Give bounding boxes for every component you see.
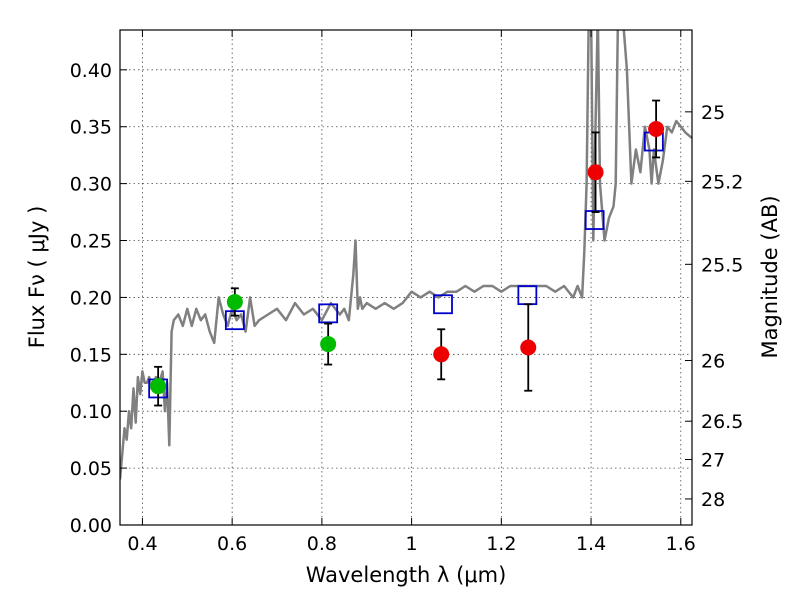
model-spectrum-line bbox=[120, 30, 692, 480]
y-tick-label: 0.10 bbox=[70, 401, 112, 423]
x-tick-label: 0.8 bbox=[307, 533, 337, 555]
y-tick-label: 0.05 bbox=[70, 458, 112, 480]
y-tick-label: 0.00 bbox=[70, 515, 112, 537]
y-tick-label: 0.30 bbox=[70, 174, 112, 196]
x-tick-label: 1 bbox=[406, 533, 418, 555]
detection-marker-red bbox=[520, 339, 537, 356]
y-tick-label: 0.35 bbox=[70, 117, 112, 139]
synthetic-photometry-marker bbox=[433, 294, 453, 315]
observed-point bbox=[587, 131, 604, 213]
y-axis-label: Flux Fν ( μJy ) bbox=[25, 206, 49, 349]
mag-tick-label: 25.5 bbox=[701, 254, 743, 276]
x-tick-label: 0.6 bbox=[217, 533, 247, 555]
y-tick-label: 0.40 bbox=[70, 60, 112, 82]
detection-marker-red bbox=[433, 346, 450, 363]
mag-tick-label: 28 bbox=[701, 489, 725, 511]
detection-marker-red bbox=[587, 164, 604, 181]
y-tick-label: 0.25 bbox=[70, 231, 112, 253]
mag-tick-label: 27 bbox=[701, 450, 725, 472]
synthetic-photometry-marker bbox=[517, 285, 538, 306]
observed-point bbox=[520, 303, 537, 392]
x-tick-label: 1.4 bbox=[576, 533, 606, 555]
x-tick-label: 0.4 bbox=[127, 533, 157, 555]
detection-marker-green bbox=[226, 293, 243, 310]
mag-tick-label: 26.5 bbox=[701, 411, 743, 433]
plot-area bbox=[120, 30, 692, 480]
detection-marker-red bbox=[648, 121, 665, 137]
observed-point bbox=[433, 328, 450, 381]
observed-point bbox=[320, 322, 337, 366]
detection-marker-green bbox=[320, 336, 337, 353]
grid-lines bbox=[120, 30, 692, 526]
y-tick-label: 0.15 bbox=[70, 344, 112, 366]
y2-axis-label: Magnitude (AB) bbox=[758, 195, 782, 358]
observed-point bbox=[226, 287, 243, 317]
x-axis-label: Wavelength λ (μm) bbox=[306, 563, 507, 587]
synthetic-photometry-marker bbox=[318, 303, 339, 324]
detection-marker-green bbox=[150, 378, 167, 395]
mag-tick-label: 26 bbox=[701, 351, 725, 373]
x-tick-label: 1.6 bbox=[666, 533, 696, 555]
plot-frame bbox=[119, 29, 693, 526]
observed-point bbox=[648, 99, 665, 159]
x-tick-label: 1.2 bbox=[486, 533, 516, 555]
axis-ticks: 0.4 0.6 0.8 1 1.2 1.4 1.6 0.00 0.05 0.10 0.15 0.20 0… bbox=[70, 30, 743, 555]
mag-tick-label: 25.2 bbox=[701, 171, 743, 193]
y-tick-label: 0.20 bbox=[70, 287, 112, 309]
observed-point bbox=[150, 365, 167, 407]
mag-tick-label: 25 bbox=[701, 102, 725, 124]
